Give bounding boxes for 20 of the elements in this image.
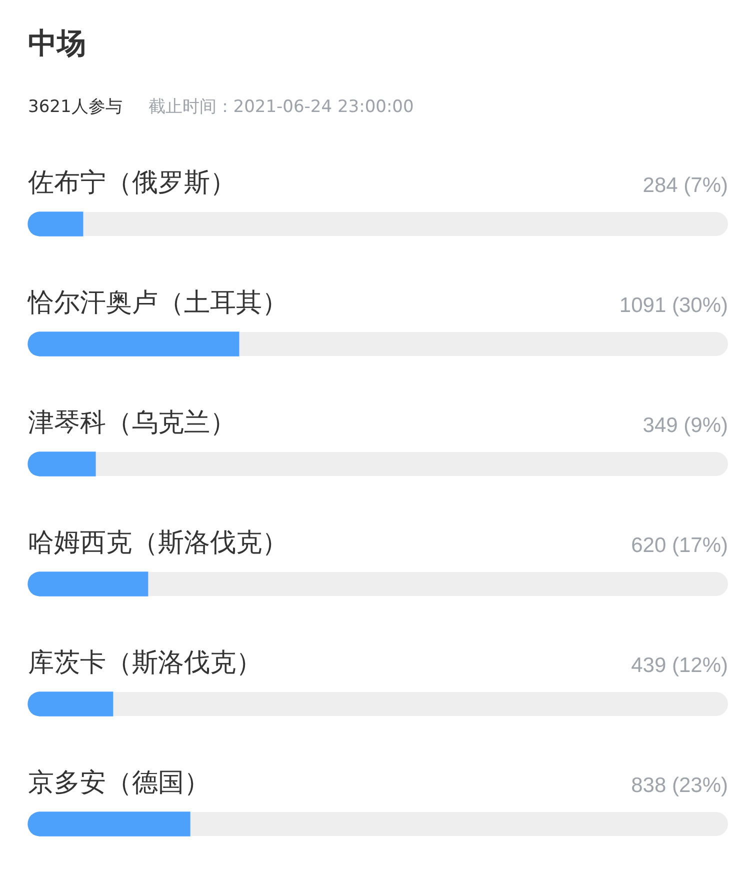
y-tick-label: 津琴科（乌克兰） <box>28 408 236 438</box>
bar <box>28 212 84 236</box>
data-label: 439 (12%) <box>631 654 728 677</box>
bar <box>28 692 114 716</box>
data-label: 1091 (30%) <box>619 294 728 317</box>
chart-title: 中场 <box>28 26 86 60</box>
text: 截止时间：2021-06-24 23:00:00 <box>148 96 414 118</box>
bar <box>28 452 96 476</box>
data-label: 838 (23%) <box>631 774 728 797</box>
data-label: 620 (17%) <box>631 534 728 557</box>
bar <box>28 572 148 596</box>
y-tick-label: 佐布宁（俄罗斯） <box>28 168 236 198</box>
chart-subtitle: 3621人参与 <box>28 96 122 118</box>
y-tick-label: 恰尔汗奥卢（土耳其） <box>27 288 288 318</box>
y-tick-label: 哈姆西克（斯洛伐克） <box>28 528 288 558</box>
data-label: 284 (7%) <box>642 174 728 197</box>
y-tick-label: 库茨卡（斯洛伐克） <box>28 648 262 678</box>
bar <box>28 812 190 836</box>
y-tick-label: 京多安（德国） <box>28 768 210 798</box>
data-label: 349 (9%) <box>642 414 728 437</box>
